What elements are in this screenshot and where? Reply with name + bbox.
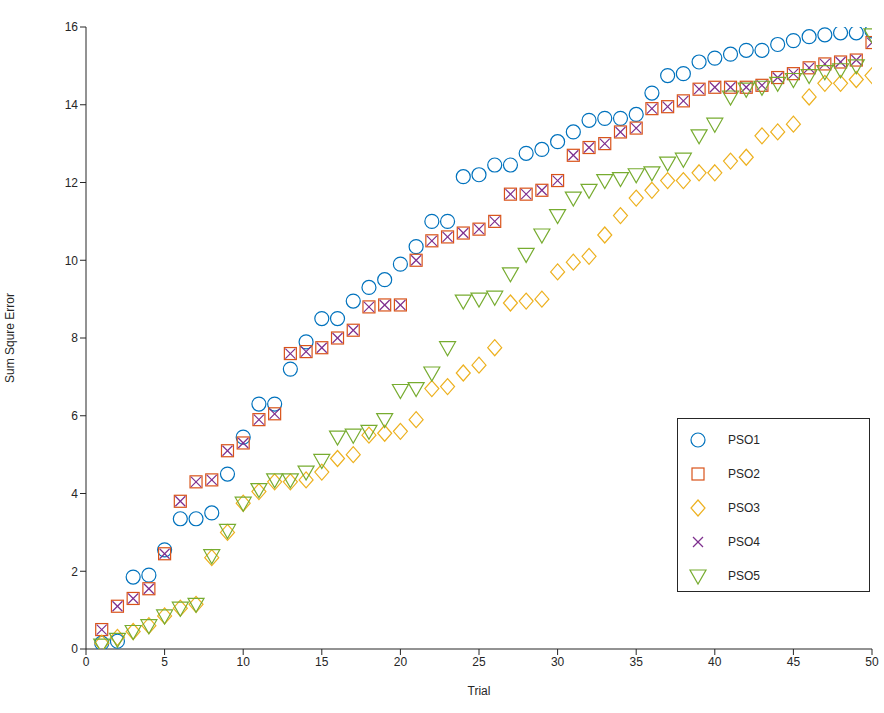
svg-text:10: 10 <box>65 254 79 268</box>
svg-text:2: 2 <box>71 565 78 579</box>
svg-text:4: 4 <box>71 487 78 501</box>
svg-text:5: 5 <box>161 655 168 669</box>
svg-text:14: 14 <box>65 98 79 112</box>
svg-text:25: 25 <box>472 655 486 669</box>
svg-text:12: 12 <box>65 176 79 190</box>
svg-text:30: 30 <box>551 655 565 669</box>
html-text:PSO2: PSO2 <box>728 467 760 481</box>
svg-text:20: 20 <box>394 655 408 669</box>
svg-text:10: 10 <box>237 655 251 669</box>
svg-text:15: 15 <box>315 655 329 669</box>
svg-text:40: 40 <box>708 655 722 669</box>
svg-text:50: 50 <box>865 655 879 669</box>
svg-text:Trial: Trial <box>468 684 491 698</box>
svg-text:8: 8 <box>71 331 78 345</box>
svg-text:35: 35 <box>630 655 644 669</box>
svg-text:6: 6 <box>71 409 78 423</box>
svg-text:0: 0 <box>71 642 78 656</box>
svg-text:16: 16 <box>65 20 79 34</box>
svg-text:45: 45 <box>787 655 801 669</box>
html-text:PSO5: PSO5 <box>728 569 760 583</box>
svg-text:Sum Squre Error: Sum Squre Error <box>3 293 17 383</box>
html-text:PSO4: PSO4 <box>728 535 760 549</box>
svg-text:0: 0 <box>83 655 90 669</box>
html-text:PSO1: PSO1 <box>728 433 760 447</box>
html-text:PSO3: PSO3 <box>728 501 760 515</box>
